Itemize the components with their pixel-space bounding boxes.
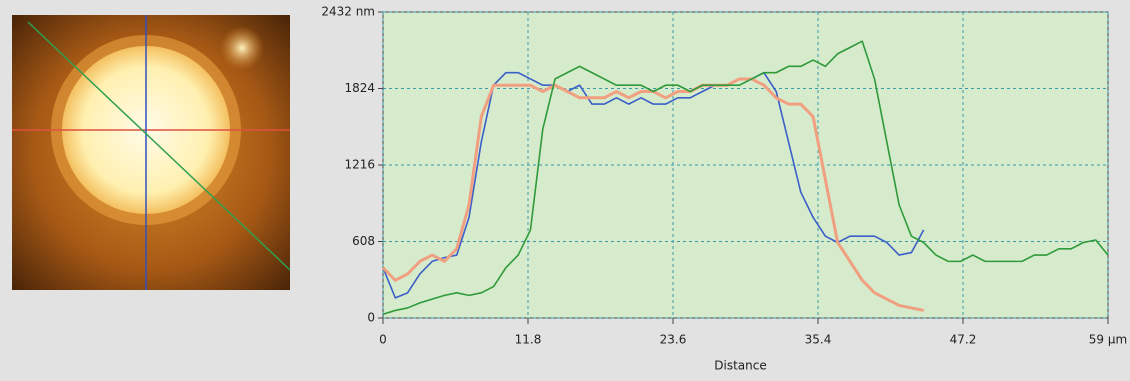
x-tick-label: 47.2 [950,333,977,347]
x-tick-label: 23.6 [660,333,687,347]
y-tick-label: 608 [352,234,375,248]
y-tick-label: 0 [367,311,375,325]
x-tick-label: 0 [379,333,387,347]
x-tick-label: 11.8 [515,333,542,347]
chart: 0 608 1216 1824 2432 nm 0 11.8 23.6 35.4 47.2 59 µ… [0,0,1130,381]
page: 0 608 1216 1824 2432 nm 0 11.8 23.6 35.4 47.2 59 µ… [0,0,1130,381]
y-tick-label: 1216 [344,158,375,172]
y-tick-label: 2432 nm [321,5,375,19]
afm-image [12,15,290,290]
x-tick-label: 35.4 [805,333,832,347]
y-tick-label: 1824 [344,81,375,95]
x-tick-label: 59 µm [1089,333,1127,347]
x-axis-label: Distance [714,359,766,373]
